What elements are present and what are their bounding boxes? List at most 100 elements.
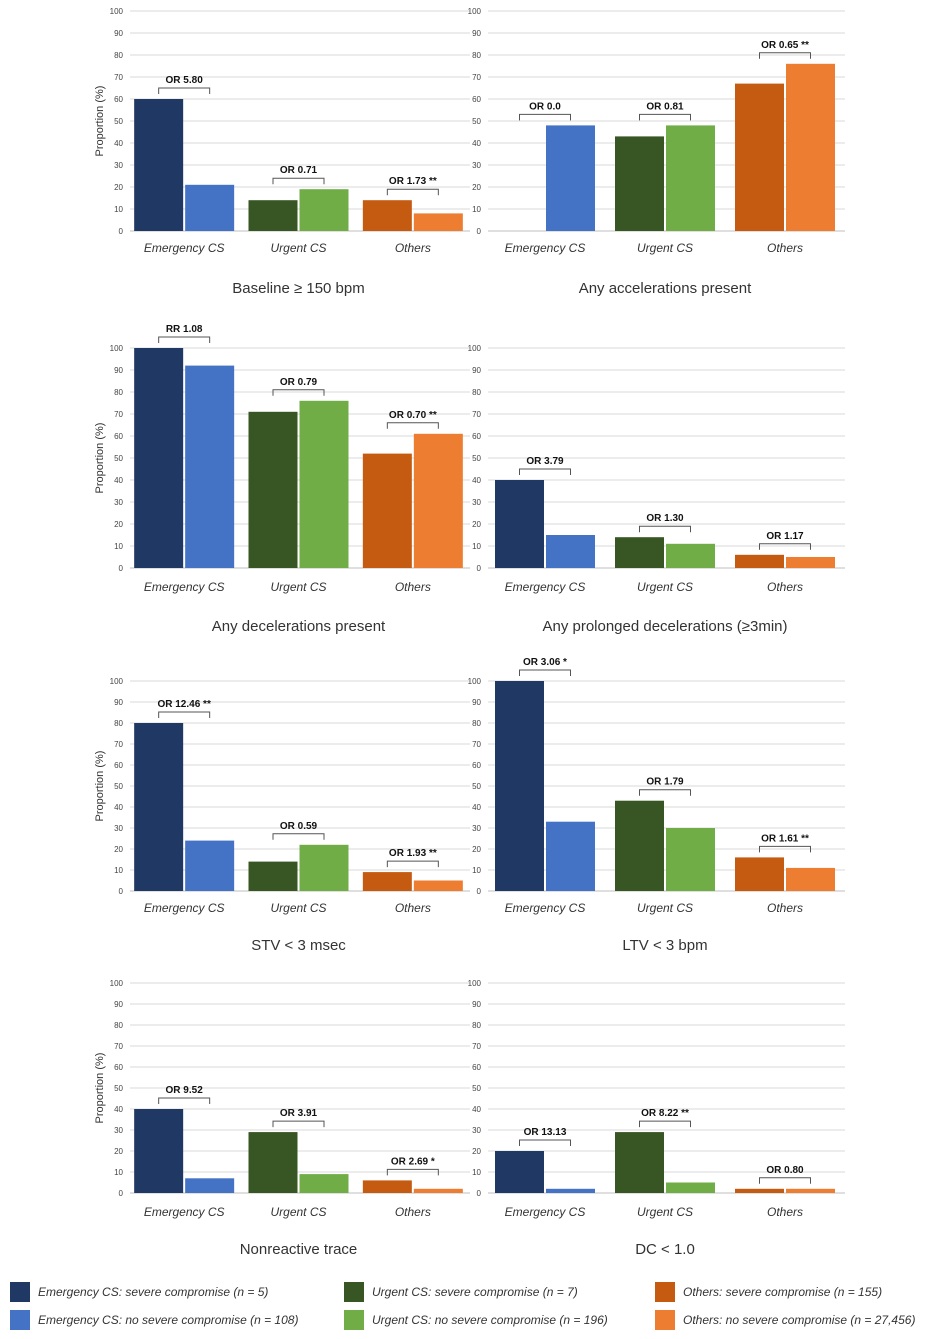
y-tick-label: 60 <box>114 761 123 770</box>
y-tick-label: 100 <box>110 677 124 686</box>
bar <box>666 828 715 891</box>
y-tick-label: 60 <box>472 761 481 770</box>
bar <box>615 537 664 568</box>
comparison-bracket <box>386 1168 439 1176</box>
odds-ratio-label: OR 12.46 ** <box>157 699 210 710</box>
bar <box>299 844 349 891</box>
odds-ratio-label: OR 2.69 * <box>391 1156 435 1167</box>
chart-title: Any accelerations present <box>579 280 752 297</box>
bar <box>495 1151 544 1193</box>
bar <box>666 543 715 568</box>
legend-item: Emergency CS: no severe compromise (n = … <box>10 1310 298 1330</box>
bar <box>666 125 715 231</box>
y-tick-label: 90 <box>114 366 123 375</box>
bar <box>546 535 595 568</box>
y-tick-label: 50 <box>114 1084 123 1093</box>
odds-ratio-label: OR 0.79 <box>280 377 318 388</box>
y-tick-label: 60 <box>114 95 123 104</box>
y-tick-label: 100 <box>468 7 482 16</box>
chart-title: Any prolonged decelerations (≥3min) <box>542 618 787 635</box>
comparison-bracket <box>158 336 211 343</box>
comparison-bracket <box>639 1120 691 1128</box>
y-tick-label: 80 <box>114 388 123 397</box>
y-tick-label: 40 <box>114 476 123 485</box>
chart-title: LTV < 3 bpm <box>622 937 707 954</box>
comparison-bracket <box>386 422 439 429</box>
y-tick-label: 100 <box>110 7 124 16</box>
odds-ratio-label: OR 9.52 <box>166 1085 204 1096</box>
y-tick-label: 70 <box>472 73 481 82</box>
comparison-bracket <box>639 113 691 121</box>
chart-panel-6: 0 10 20 30 40 50 60 70 80 90 100 OR 3.06 * Emergency… <box>468 657 845 954</box>
y-tick-label: 20 <box>114 1147 123 1156</box>
bar <box>299 1174 349 1193</box>
bar <box>735 857 784 891</box>
bar <box>413 433 463 568</box>
y-tick-label: 0 <box>477 564 482 573</box>
odds-ratio-label: OR 1.17 <box>766 531 804 542</box>
y-tick-label: 10 <box>472 542 481 551</box>
x-category-label: Emergency CS <box>505 580 586 594</box>
odds-ratio-label: OR 8.22 ** <box>641 1108 689 1119</box>
y-tick-label: 40 <box>114 139 123 148</box>
bar <box>786 557 835 568</box>
bar <box>134 1109 184 1193</box>
comparison-bracket <box>639 789 691 796</box>
chart-title: Nonreactive trace <box>240 1241 358 1258</box>
y-tick-label: 10 <box>472 866 481 875</box>
y-tick-label: 30 <box>472 1126 481 1135</box>
y-tick-label: 30 <box>472 824 481 833</box>
y-tick-label: 80 <box>114 719 123 728</box>
y-tick-label: 50 <box>114 454 123 463</box>
y-tick-label: 100 <box>110 344 124 353</box>
comparison-bracket <box>272 833 325 840</box>
y-tick-label: 0 <box>119 1189 124 1198</box>
odds-ratio-label: OR 3.06 * <box>523 657 567 668</box>
bar <box>546 125 595 231</box>
y-tick-label: 80 <box>472 388 481 397</box>
legend-swatch <box>10 1310 30 1330</box>
y-tick-label: 20 <box>114 845 123 854</box>
y-tick-label: 30 <box>114 161 123 170</box>
chart-panel-2: 0 10 20 30 40 50 60 70 80 90 100 OR 0.0 Emergency CS… <box>468 7 845 297</box>
y-tick-label: 90 <box>114 1000 123 1009</box>
odds-ratio-label: OR 3.91 <box>280 1108 318 1119</box>
bar <box>134 723 184 891</box>
bar <box>666 1182 715 1193</box>
bar <box>786 1188 835 1193</box>
odds-ratio-label: OR 3.79 <box>526 456 564 467</box>
y-tick-label: 100 <box>468 677 482 686</box>
y-tick-label: 20 <box>472 183 481 192</box>
y-tick-label: 60 <box>114 432 123 441</box>
y-tick-label: 80 <box>114 51 123 60</box>
chart-title: Any decelerations present <box>212 618 386 635</box>
legend-item: Urgent CS: severe compromise (n = 7) <box>344 1282 578 1302</box>
y-tick-label: 80 <box>472 51 481 60</box>
legend-swatch <box>344 1282 364 1302</box>
y-tick-label: 40 <box>114 803 123 812</box>
y-tick-label: 10 <box>472 205 481 214</box>
bar <box>615 800 664 891</box>
comparison-bracket <box>272 177 325 185</box>
comparison-bracket <box>759 845 811 853</box>
x-category-label: Others <box>395 901 431 915</box>
y-tick-label: 90 <box>472 29 481 38</box>
y-tick-label: 80 <box>472 719 481 728</box>
comparison-bracket <box>272 1120 325 1128</box>
odds-ratio-label: OR 1.61 ** <box>761 833 809 844</box>
x-category-label: Others <box>395 241 431 255</box>
x-category-label: Others <box>767 241 803 255</box>
bar <box>185 184 235 231</box>
x-category-label: Urgent CS <box>270 901 326 915</box>
y-tick-label: 0 <box>119 564 124 573</box>
odds-ratio-label: OR 13.13 <box>524 1127 567 1138</box>
x-category-label: Others <box>395 1205 431 1219</box>
comparison-bracket <box>519 113 571 121</box>
bar <box>546 1188 595 1193</box>
comparison-bracket <box>639 525 691 533</box>
bar <box>248 861 298 891</box>
x-category-label: Emergency CS <box>505 241 586 255</box>
x-category-label: Emergency CS <box>144 901 225 915</box>
